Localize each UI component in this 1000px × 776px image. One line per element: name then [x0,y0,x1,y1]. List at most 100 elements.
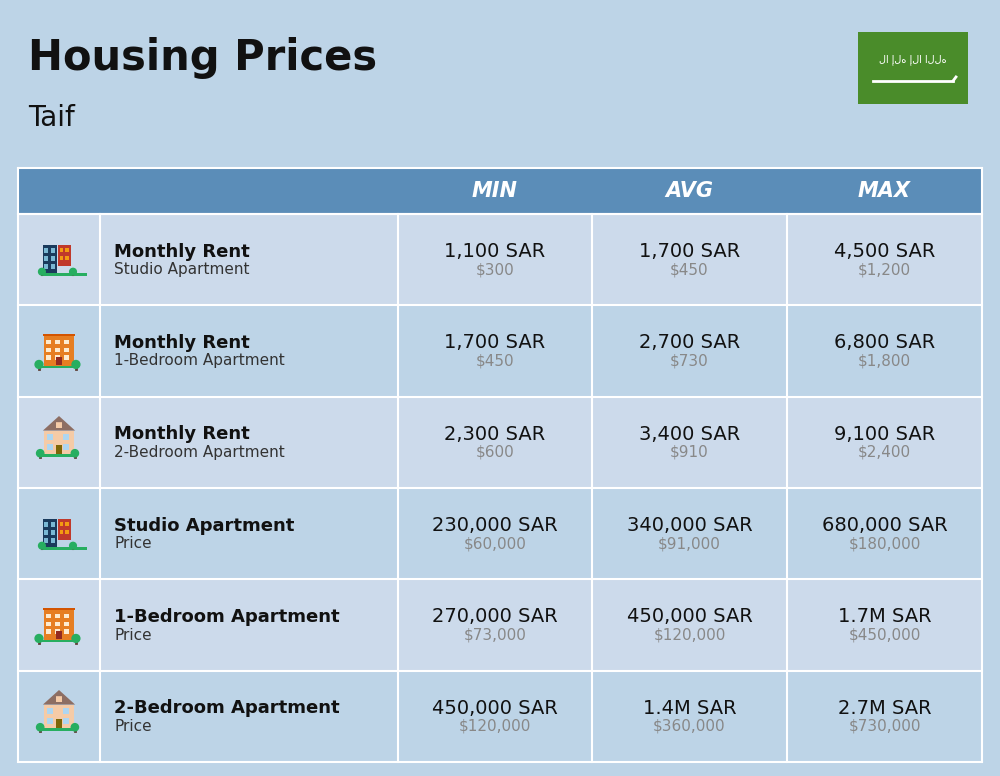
FancyBboxPatch shape [64,348,69,352]
Polygon shape [55,692,63,696]
FancyBboxPatch shape [43,245,57,273]
Text: $450,000: $450,000 [848,628,921,643]
Polygon shape [43,690,75,705]
FancyBboxPatch shape [55,340,60,345]
Text: 6,800 SAR: 6,800 SAR [834,334,935,352]
FancyBboxPatch shape [51,256,55,261]
FancyBboxPatch shape [46,355,51,360]
Circle shape [39,542,45,549]
Text: AVG: AVG [666,181,714,201]
Text: 2-Bedroom Apartment: 2-Bedroom Apartment [114,699,340,717]
FancyBboxPatch shape [65,530,69,534]
Text: $300: $300 [476,262,514,277]
Text: 1-Bedroom Apartment: 1-Bedroom Apartment [114,608,340,626]
FancyBboxPatch shape [55,355,60,360]
Text: Monthly Rent: Monthly Rent [114,425,250,443]
FancyBboxPatch shape [44,538,48,542]
Text: لا إله إلا الله: لا إله إلا الله [879,54,947,64]
Circle shape [72,635,80,643]
FancyBboxPatch shape [65,522,69,526]
FancyBboxPatch shape [64,622,69,626]
FancyBboxPatch shape [56,422,62,428]
Text: Monthly Rent: Monthly Rent [114,243,250,261]
FancyBboxPatch shape [44,611,74,640]
FancyBboxPatch shape [46,629,51,634]
Circle shape [71,723,79,731]
FancyBboxPatch shape [858,32,968,104]
FancyBboxPatch shape [60,256,63,260]
Text: $1,200: $1,200 [858,262,911,277]
Text: $120,000: $120,000 [653,628,726,643]
Text: 2,300 SAR: 2,300 SAR [444,424,546,444]
FancyBboxPatch shape [63,708,69,714]
Text: $73,000: $73,000 [464,628,526,643]
FancyBboxPatch shape [64,614,69,618]
Circle shape [70,542,76,549]
Text: 230,000 SAR: 230,000 SAR [432,516,558,535]
Text: $450: $450 [476,354,514,369]
FancyBboxPatch shape [56,719,62,728]
FancyBboxPatch shape [63,444,69,450]
FancyBboxPatch shape [55,622,60,626]
FancyBboxPatch shape [44,431,74,455]
Text: Monthly Rent: Monthly Rent [114,334,250,352]
Text: $730: $730 [670,354,709,369]
Text: 1.7M SAR: 1.7M SAR [838,608,931,626]
FancyBboxPatch shape [56,631,62,639]
FancyBboxPatch shape [44,705,74,729]
FancyBboxPatch shape [47,434,53,440]
FancyBboxPatch shape [63,434,69,440]
Text: $60,000: $60,000 [464,536,526,551]
Polygon shape [55,418,63,422]
Circle shape [72,361,80,369]
FancyBboxPatch shape [46,340,51,345]
Text: Taif: Taif [28,104,75,132]
Circle shape [70,268,76,275]
Text: $910: $910 [670,445,709,460]
FancyBboxPatch shape [18,397,982,488]
FancyBboxPatch shape [18,488,982,580]
FancyBboxPatch shape [55,348,60,352]
Text: 4,500 SAR: 4,500 SAR [834,242,935,262]
Text: Price: Price [114,628,152,643]
FancyBboxPatch shape [42,455,76,456]
FancyBboxPatch shape [43,334,75,337]
FancyBboxPatch shape [46,614,51,618]
FancyBboxPatch shape [51,530,55,535]
Text: Housing Prices: Housing Prices [28,37,377,79]
Text: $180,000: $180,000 [848,536,921,551]
Circle shape [37,723,44,731]
Text: 2,700 SAR: 2,700 SAR [639,334,740,352]
FancyBboxPatch shape [42,729,76,731]
FancyBboxPatch shape [18,168,982,214]
Text: MIN: MIN [472,181,518,201]
FancyBboxPatch shape [51,522,55,527]
FancyBboxPatch shape [60,248,63,252]
FancyBboxPatch shape [47,718,53,724]
FancyBboxPatch shape [60,530,63,534]
Circle shape [35,361,43,369]
FancyBboxPatch shape [56,357,62,365]
Text: Studio Apartment: Studio Apartment [114,517,294,535]
Text: 270,000 SAR: 270,000 SAR [432,608,558,626]
Text: 1,100 SAR: 1,100 SAR [444,242,546,262]
FancyBboxPatch shape [44,264,48,268]
FancyBboxPatch shape [44,248,48,253]
FancyBboxPatch shape [56,696,62,702]
FancyBboxPatch shape [18,580,982,670]
FancyBboxPatch shape [41,365,77,368]
Text: 450,000 SAR: 450,000 SAR [432,699,558,718]
Circle shape [37,449,44,457]
FancyBboxPatch shape [44,522,48,527]
FancyBboxPatch shape [55,614,60,618]
FancyBboxPatch shape [41,273,87,276]
FancyBboxPatch shape [41,547,87,550]
FancyBboxPatch shape [64,340,69,345]
Text: 2-Bedroom Apartment: 2-Bedroom Apartment [114,445,285,460]
FancyBboxPatch shape [18,670,982,762]
Text: 1,700 SAR: 1,700 SAR [444,334,546,352]
Text: $360,000: $360,000 [653,719,726,734]
FancyBboxPatch shape [56,445,62,454]
Text: $2,400: $2,400 [858,445,911,460]
Text: 1.4M SAR: 1.4M SAR [643,699,736,718]
